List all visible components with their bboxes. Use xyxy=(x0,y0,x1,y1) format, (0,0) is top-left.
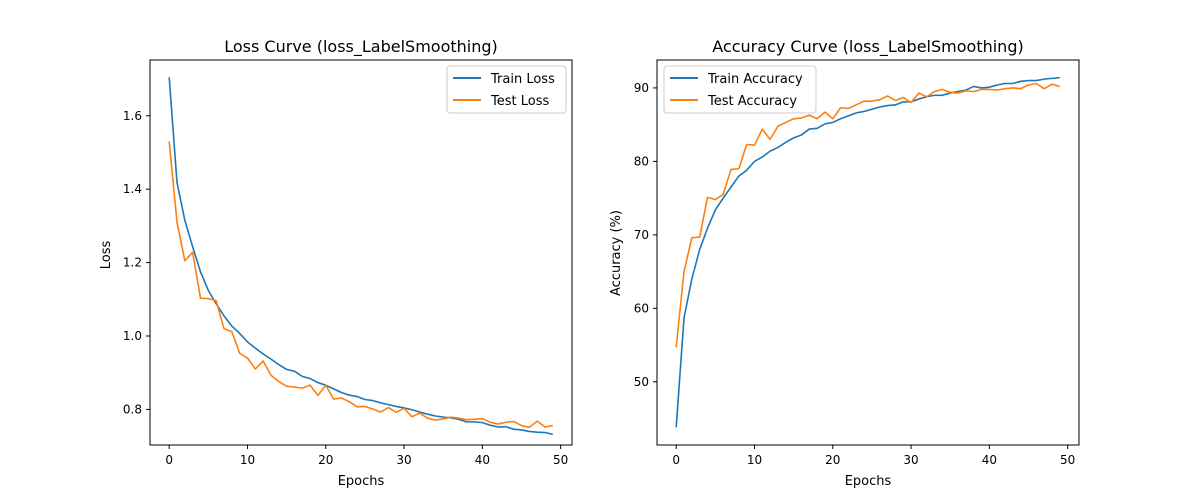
loss-ytick-label: 1.2 xyxy=(123,256,142,270)
accuracy-xtick-label: 50 xyxy=(1060,453,1075,467)
loss-series-train-line xyxy=(168,77,554,436)
accuracy-chart: Accuracy Curve (loss_LabelSmoothing) Epo… xyxy=(609,37,1080,489)
loss-chart-xlabel: Epochs xyxy=(338,474,385,489)
accuracy-chart-frame xyxy=(656,59,1080,446)
accuracy-legend-label-test: Test Accuracy xyxy=(707,94,797,109)
accuracy-xtick-label: 0 xyxy=(672,453,680,467)
accuracy-legend-label-train: Train Accuracy xyxy=(707,72,803,87)
loss-chart-frame xyxy=(149,59,573,446)
accuracy-xtick-label: 10 xyxy=(747,453,762,467)
accuracy-chart-legend: Train Accuracy Test Accuracy xyxy=(663,65,817,114)
accuracy-chart-ticks: 0 10 20 30 40 50 50 60 70 80 90 xyxy=(634,81,1076,467)
accuracy-series-train-line xyxy=(675,76,1060,428)
loss-xtick-label: 50 xyxy=(553,453,568,467)
loss-ytick-label: 1.6 xyxy=(123,109,142,123)
accuracy-chart-xlabel: Epochs xyxy=(845,474,892,489)
accuracy-ytick-label: 60 xyxy=(634,301,649,315)
loss-ytick-label: 1.4 xyxy=(123,182,142,196)
loss-chart-legend: Train Loss Test Loss xyxy=(446,65,567,114)
loss-legend-label-test: Test Loss xyxy=(490,94,549,109)
loss-xtick-label: 30 xyxy=(396,453,411,467)
loss-xtick-label: 0 xyxy=(165,453,173,467)
accuracy-xtick-label: 20 xyxy=(825,453,840,467)
accuracy-xtick-label: 30 xyxy=(903,453,918,467)
loss-xtick-label: 20 xyxy=(318,453,333,467)
loss-xtick-label: 10 xyxy=(240,453,255,467)
accuracy-ytick-label: 80 xyxy=(634,154,649,168)
accuracy-ytick-label: 70 xyxy=(634,228,649,242)
loss-xtick-label: 40 xyxy=(475,453,490,467)
loss-ytick-label: 1.0 xyxy=(123,329,142,343)
accuracy-chart-lines xyxy=(675,76,1061,428)
accuracy-xtick-label: 40 xyxy=(982,453,997,467)
accuracy-chart-title: Accuracy Curve (loss_LabelSmoothing) xyxy=(712,37,1023,57)
accuracy-ytick-label: 50 xyxy=(634,375,649,389)
loss-chart-title: Loss Curve (loss_LabelSmoothing) xyxy=(224,37,498,57)
loss-legend-label-train: Train Loss xyxy=(490,72,555,87)
loss-series-test-line xyxy=(168,141,553,429)
accuracy-legend-box xyxy=(663,65,817,114)
loss-ytick-label: 0.8 xyxy=(123,402,142,416)
accuracy-chart-ylabel: Accuracy (%) xyxy=(609,210,624,296)
loss-chart-ticks: 0 10 20 30 40 50 0.8 1.0 1.2 1.4 1.6 xyxy=(123,109,568,467)
loss-chart: Loss Curve (loss_LabelSmoothing) Epochs … xyxy=(99,37,573,489)
loss-chart-ylabel: Loss xyxy=(99,241,114,270)
accuracy-series-test-line xyxy=(675,82,1061,348)
loss-chart-lines xyxy=(168,77,554,436)
accuracy-ytick-label: 90 xyxy=(634,81,649,95)
